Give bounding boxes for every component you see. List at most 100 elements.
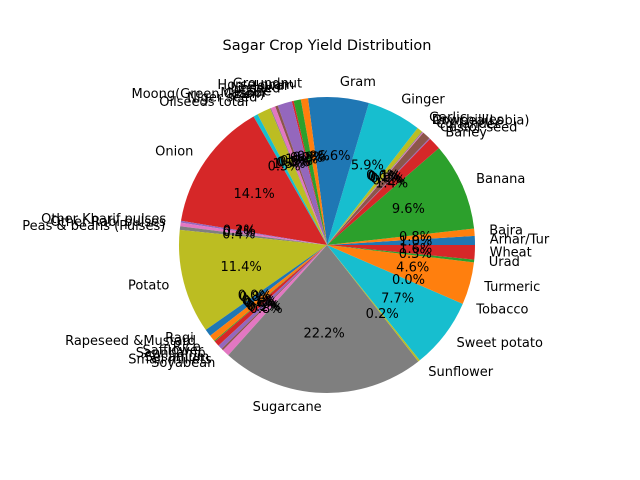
slice-label-sugarcane: Sugarcane (253, 400, 322, 415)
slice-label-groundnut: Groundnut (233, 77, 302, 92)
slice-label-coriander: Coriander (436, 117, 500, 132)
pie-slices (178, 96, 476, 393)
slice-percent-peas-beans-pulses: 0.4% (222, 227, 255, 242)
slice-label-sesamum: Sesamum (145, 350, 210, 365)
slice-percent-moong-green-gram: 0.1% (276, 155, 309, 170)
slice-percent-small-millets: 0.2% (248, 300, 281, 315)
slice-percent-bajra: 0.8% (399, 230, 432, 245)
slice-label-ginger: Ginger (401, 93, 445, 108)
slice-percent-ginger: 5.9% (351, 158, 384, 173)
slice-label-masoor: Masoor (220, 86, 268, 101)
slice-label-sunflower: Sunflower (428, 365, 494, 380)
slice-percent-sesamum: 0.5% (246, 299, 279, 314)
slice-label-wheat: Wheat (490, 246, 532, 261)
slice-sweet-potato (327, 245, 463, 361)
slice-label-niger-seed: Niger seed (187, 90, 257, 105)
slice-percent-banana: 9.6% (392, 202, 425, 217)
slice-label-soyabean: Soyabean (151, 356, 215, 371)
slice-barley (327, 138, 439, 245)
slice-castor-seed (327, 138, 431, 245)
slice-label-dry-chillies: Dry chillies (432, 113, 504, 128)
slice-label-castor-seed: Castor seed (440, 120, 517, 135)
slice-percent-jowar: 0.2% (290, 151, 323, 166)
slice-label-sweet-potato: Sweet potato (457, 336, 543, 351)
slice-percent-gram: 6.6% (317, 149, 350, 164)
slice-rapeseed-mustard (205, 245, 327, 336)
slice-percentages: 1.0%0.8%9.6%1.4%0.1%0.9%0.1%0.1%0.6%5.9%… (220, 149, 432, 341)
slice-label-ragi: Ragi (165, 331, 194, 346)
slice-percent-oilseeds-total: 0.5% (268, 160, 301, 175)
slice-percent-barley: 1.4% (375, 177, 408, 192)
slice-percent-urad: 0.3% (399, 247, 432, 262)
slice-label-gram: Gram (340, 75, 376, 90)
slice-label-cowpea-lobia: Cowpea(Lobia) (433, 114, 530, 129)
slice-label-safflower: Safflower (142, 343, 203, 358)
slice-sugarcane (228, 245, 419, 393)
slice-sannhamp (214, 245, 327, 346)
slice-soyabean (222, 245, 327, 356)
slice-label-potato: Potato (128, 279, 169, 294)
slice-ginger (327, 103, 418, 245)
slice-safflower (214, 245, 327, 342)
slice-label-rice: Rice (173, 340, 201, 355)
slice-turmeric (327, 245, 474, 304)
slice-label-tobacco: Tobacco (475, 302, 528, 317)
slice-label-turmeric: Turmeric (483, 280, 540, 295)
slice-percent-soyabean: 0.8% (250, 302, 283, 317)
slice-label-maize: Maize (234, 85, 272, 100)
slice-sesamum (218, 245, 327, 349)
slice-percent-other-kharif-pulses: 0.2% (223, 224, 256, 239)
slice-other-rabi-pulses (180, 222, 327, 245)
slice-percent-sweet-potato: 7.7% (381, 291, 414, 306)
slice-label-moong-green-gram: Moong(Green Gram) (131, 87, 264, 102)
slice-bajra (327, 228, 475, 245)
slice-label-onion: Onion (155, 145, 193, 160)
slice-percent-garlic: 0.6% (366, 168, 399, 183)
slice-oilseeds-total (253, 114, 327, 245)
slice-moong-green-gram (269, 108, 327, 245)
slice-urad (327, 245, 475, 263)
slice-label-sannhamp: Sannhamp (136, 346, 206, 361)
slice-potato (178, 229, 327, 330)
slice-wheat (327, 245, 475, 260)
slice-label-rapeseed-mustard: Rapeseed &Mustard (65, 334, 196, 349)
slice-percent-tobacco: 0.0% (392, 273, 425, 288)
slice-label-horse-gram: Horse-gram (217, 78, 294, 93)
slice-onion (180, 116, 327, 246)
slice-other-kharif-pulses (180, 220, 327, 245)
slice-percent-cowpea-lobia: 0.1% (368, 170, 401, 185)
slice-dry-chillies (327, 131, 423, 245)
slice-percent-sannhamp: 0.6% (244, 297, 277, 312)
slice-jowar (291, 100, 327, 245)
slice-percent-safflower: 0.1% (243, 295, 276, 310)
slice-banana (327, 148, 475, 245)
slice-percent-castor-seed: 0.1% (372, 174, 405, 189)
slice-small-millets (221, 245, 327, 351)
slice-percent-wheat: 1.6% (399, 242, 432, 257)
slice-linseed (277, 101, 327, 245)
slice-percent-potato: 11.4% (220, 260, 261, 275)
slice-percent-sugarcane: 22.2% (303, 326, 344, 341)
slice-percent-dry-chillies: 0.1% (368, 170, 401, 185)
slice-label-peas-beans-pulses: Peas & beans (Pulses) (22, 219, 165, 234)
slice-percent-arhar-tur: 1.0% (399, 235, 432, 250)
slice-percent-ragi: 0.0% (238, 288, 271, 303)
slice-label-bajra: Bajra (489, 223, 523, 238)
slice-percent-rapeseed-mustard: 0.8% (239, 290, 272, 305)
slice-groundnut (300, 98, 327, 245)
slice-sunflower (327, 245, 420, 362)
slice-percent-niger-seed: 1.5% (272, 157, 305, 172)
slice-label-other-kharif-pulses: Other Kharif pulses (41, 212, 166, 227)
slice-label-garlic: Garlic (429, 111, 467, 126)
slice-percent-rice: 0.7% (242, 294, 275, 309)
slice-label-oilseeds-total: Oilseeds total (159, 95, 248, 110)
slice-percent-onion: 14.1% (233, 187, 274, 202)
chart-title: Sagar Crop Yield Distribution (223, 38, 432, 54)
slice-cowpea-lobia (327, 132, 424, 245)
slice-label-linseed: Linseed (230, 82, 280, 97)
slice-label-urad: Urad (489, 255, 520, 270)
slice-peas-beans-pulses (179, 226, 327, 245)
slice-percent-masoor: 0.5% (278, 155, 311, 170)
slice-percent-turmeric: 4.6% (396, 261, 429, 276)
